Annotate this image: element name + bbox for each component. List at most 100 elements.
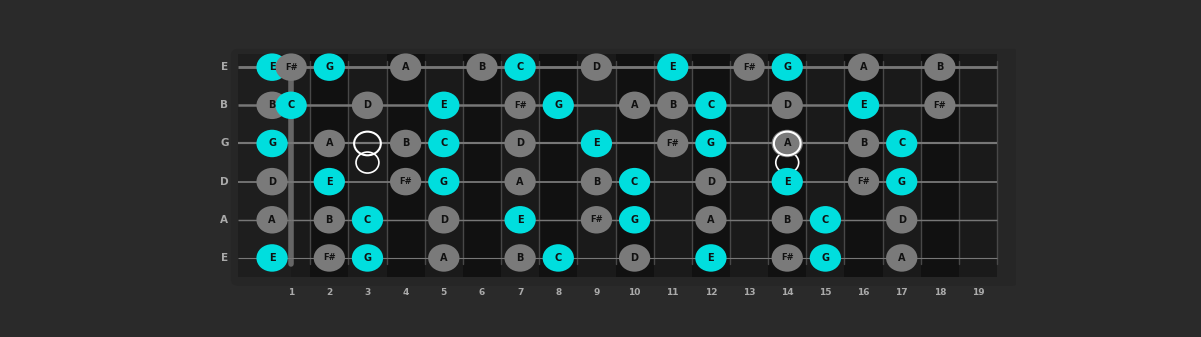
Text: A: A <box>707 215 715 225</box>
Ellipse shape <box>257 130 288 157</box>
Ellipse shape <box>313 206 345 234</box>
Bar <box>501 54 539 277</box>
Text: A: A <box>516 177 524 187</box>
Ellipse shape <box>257 168 288 195</box>
Text: B: B <box>516 253 524 263</box>
Text: C: C <box>821 215 829 225</box>
Text: E: E <box>516 215 524 225</box>
Ellipse shape <box>390 168 422 195</box>
Ellipse shape <box>428 92 460 119</box>
Text: D: D <box>592 62 600 72</box>
Text: E: E <box>707 253 715 263</box>
Text: B: B <box>402 139 410 149</box>
Ellipse shape <box>352 244 383 272</box>
Text: A: A <box>220 215 228 225</box>
Ellipse shape <box>275 54 306 81</box>
Text: G: G <box>325 62 334 72</box>
Ellipse shape <box>428 168 460 195</box>
Ellipse shape <box>543 92 574 119</box>
Ellipse shape <box>504 130 536 157</box>
Text: C: C <box>555 253 562 263</box>
Ellipse shape <box>504 206 536 234</box>
Ellipse shape <box>313 130 345 157</box>
Text: B: B <box>478 62 485 72</box>
Ellipse shape <box>695 206 727 234</box>
Ellipse shape <box>313 168 345 195</box>
Text: B: B <box>220 100 228 110</box>
Text: D: D <box>268 177 276 187</box>
Ellipse shape <box>581 206 613 234</box>
Ellipse shape <box>848 130 879 157</box>
Text: 14: 14 <box>781 288 794 297</box>
Text: F#: F# <box>399 177 412 186</box>
Ellipse shape <box>809 206 841 234</box>
Ellipse shape <box>466 54 497 81</box>
Text: 16: 16 <box>858 288 870 297</box>
Text: 19: 19 <box>972 288 985 297</box>
Text: E: E <box>269 62 275 72</box>
Text: D: D <box>707 177 715 187</box>
Ellipse shape <box>619 168 650 195</box>
Bar <box>539 54 578 277</box>
Ellipse shape <box>504 168 536 195</box>
Ellipse shape <box>257 244 288 272</box>
Text: G: G <box>821 253 830 263</box>
Text: E: E <box>441 100 447 110</box>
Ellipse shape <box>695 92 727 119</box>
Text: A: A <box>898 253 906 263</box>
Ellipse shape <box>657 54 688 81</box>
Ellipse shape <box>581 130 613 157</box>
Ellipse shape <box>771 168 803 195</box>
Ellipse shape <box>695 244 727 272</box>
Text: D: D <box>516 139 524 149</box>
Ellipse shape <box>657 92 688 119</box>
Ellipse shape <box>504 54 536 81</box>
Text: C: C <box>287 100 294 110</box>
Text: G: G <box>555 100 562 110</box>
Text: F#: F# <box>781 253 794 263</box>
Bar <box>578 54 615 277</box>
Text: B: B <box>593 177 600 187</box>
Text: G: G <box>631 215 639 225</box>
Text: E: E <box>221 253 228 263</box>
Text: D: D <box>897 215 906 225</box>
Text: B: B <box>937 62 944 72</box>
Text: E: E <box>860 100 867 110</box>
Ellipse shape <box>886 206 918 234</box>
Ellipse shape <box>886 244 918 272</box>
Text: D: D <box>783 100 791 110</box>
Text: B: B <box>669 100 676 110</box>
Ellipse shape <box>428 206 460 234</box>
Text: F#: F# <box>667 139 679 148</box>
Ellipse shape <box>886 130 918 157</box>
Text: 2: 2 <box>327 288 333 297</box>
Text: F#: F# <box>590 215 603 224</box>
Ellipse shape <box>313 54 345 81</box>
Ellipse shape <box>925 54 956 81</box>
Ellipse shape <box>352 92 383 119</box>
Text: E: E <box>593 139 599 149</box>
Ellipse shape <box>581 54 613 81</box>
Ellipse shape <box>771 206 803 234</box>
Text: F#: F# <box>858 177 870 186</box>
Bar <box>921 54 958 277</box>
Ellipse shape <box>619 244 650 272</box>
Text: D: D <box>631 253 639 263</box>
Text: B: B <box>268 100 276 110</box>
Text: G: G <box>897 177 906 187</box>
Ellipse shape <box>848 168 879 195</box>
Text: G: G <box>364 253 371 263</box>
Text: 3: 3 <box>364 288 371 297</box>
Ellipse shape <box>352 206 383 234</box>
Bar <box>348 54 387 277</box>
Ellipse shape <box>257 206 288 234</box>
Bar <box>387 54 425 277</box>
Ellipse shape <box>809 244 841 272</box>
Text: D: D <box>440 215 448 225</box>
Text: C: C <box>631 177 638 187</box>
Text: G: G <box>220 139 228 149</box>
Text: 15: 15 <box>819 288 831 297</box>
Text: A: A <box>783 139 791 149</box>
Text: A: A <box>268 215 276 225</box>
Ellipse shape <box>771 92 803 119</box>
